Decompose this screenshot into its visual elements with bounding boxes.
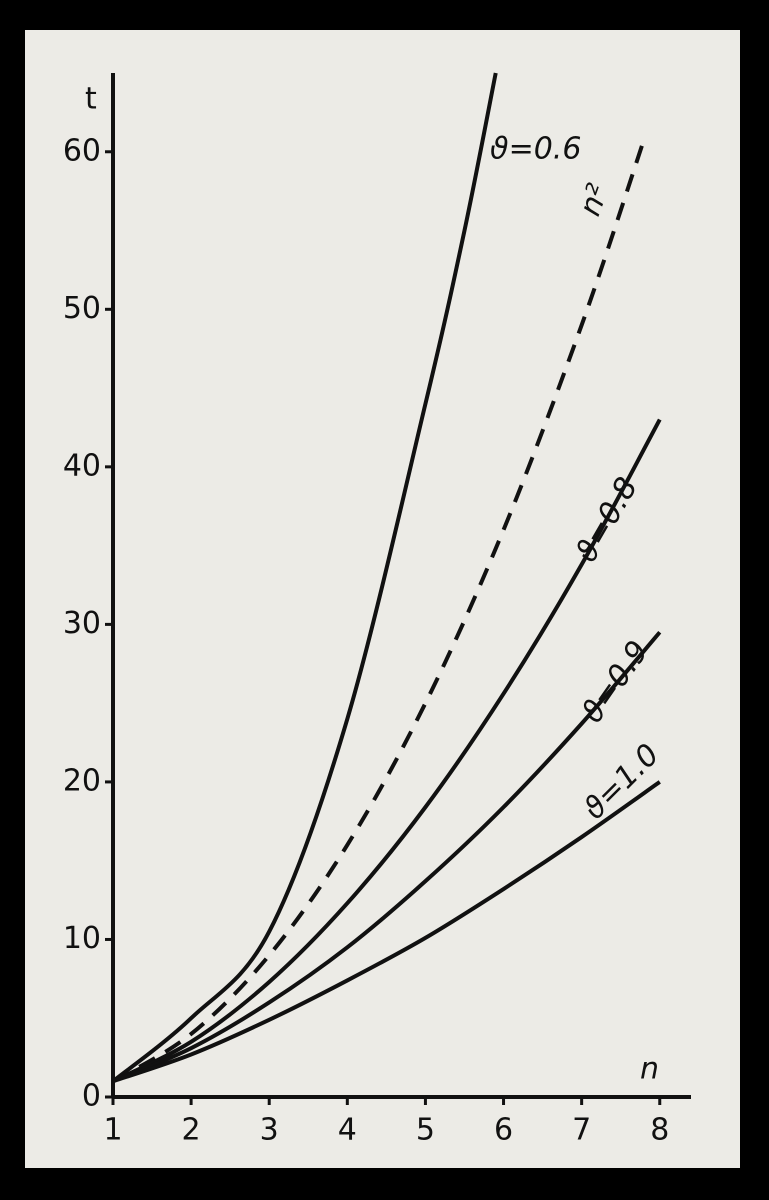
y-tick-label: 60 <box>63 133 101 168</box>
card <box>25 30 740 1168</box>
x-tick-label: 1 <box>103 1113 122 1148</box>
series-line <box>112 780 661 1084</box>
x-tick-label: 6 <box>494 1113 513 1148</box>
y-tick-label: 50 <box>63 291 101 326</box>
x-tick-label: 8 <box>650 1113 669 1148</box>
y-tick-label: 20 <box>63 763 101 798</box>
x-tick-label: 7 <box>572 1113 591 1148</box>
y-tick-label: 10 <box>63 921 101 956</box>
x-tick-label: 2 <box>182 1113 201 1148</box>
x-tick-label: 4 <box>338 1113 357 1148</box>
x-axis-label: n <box>640 1052 659 1087</box>
y-tick-label: 30 <box>63 606 101 641</box>
series-line <box>111 138 647 1083</box>
series-line <box>111 72 498 1083</box>
series-label: ϑ=0.6 <box>490 132 581 167</box>
series-line <box>112 418 662 1084</box>
y-axis-label: t <box>85 82 97 117</box>
series-line <box>112 630 662 1084</box>
y-tick-label: 40 <box>63 448 101 483</box>
x-tick-label: 5 <box>416 1113 435 1148</box>
y-tick-label: 0 <box>82 1079 101 1114</box>
x-tick-label: 3 <box>260 1113 279 1148</box>
